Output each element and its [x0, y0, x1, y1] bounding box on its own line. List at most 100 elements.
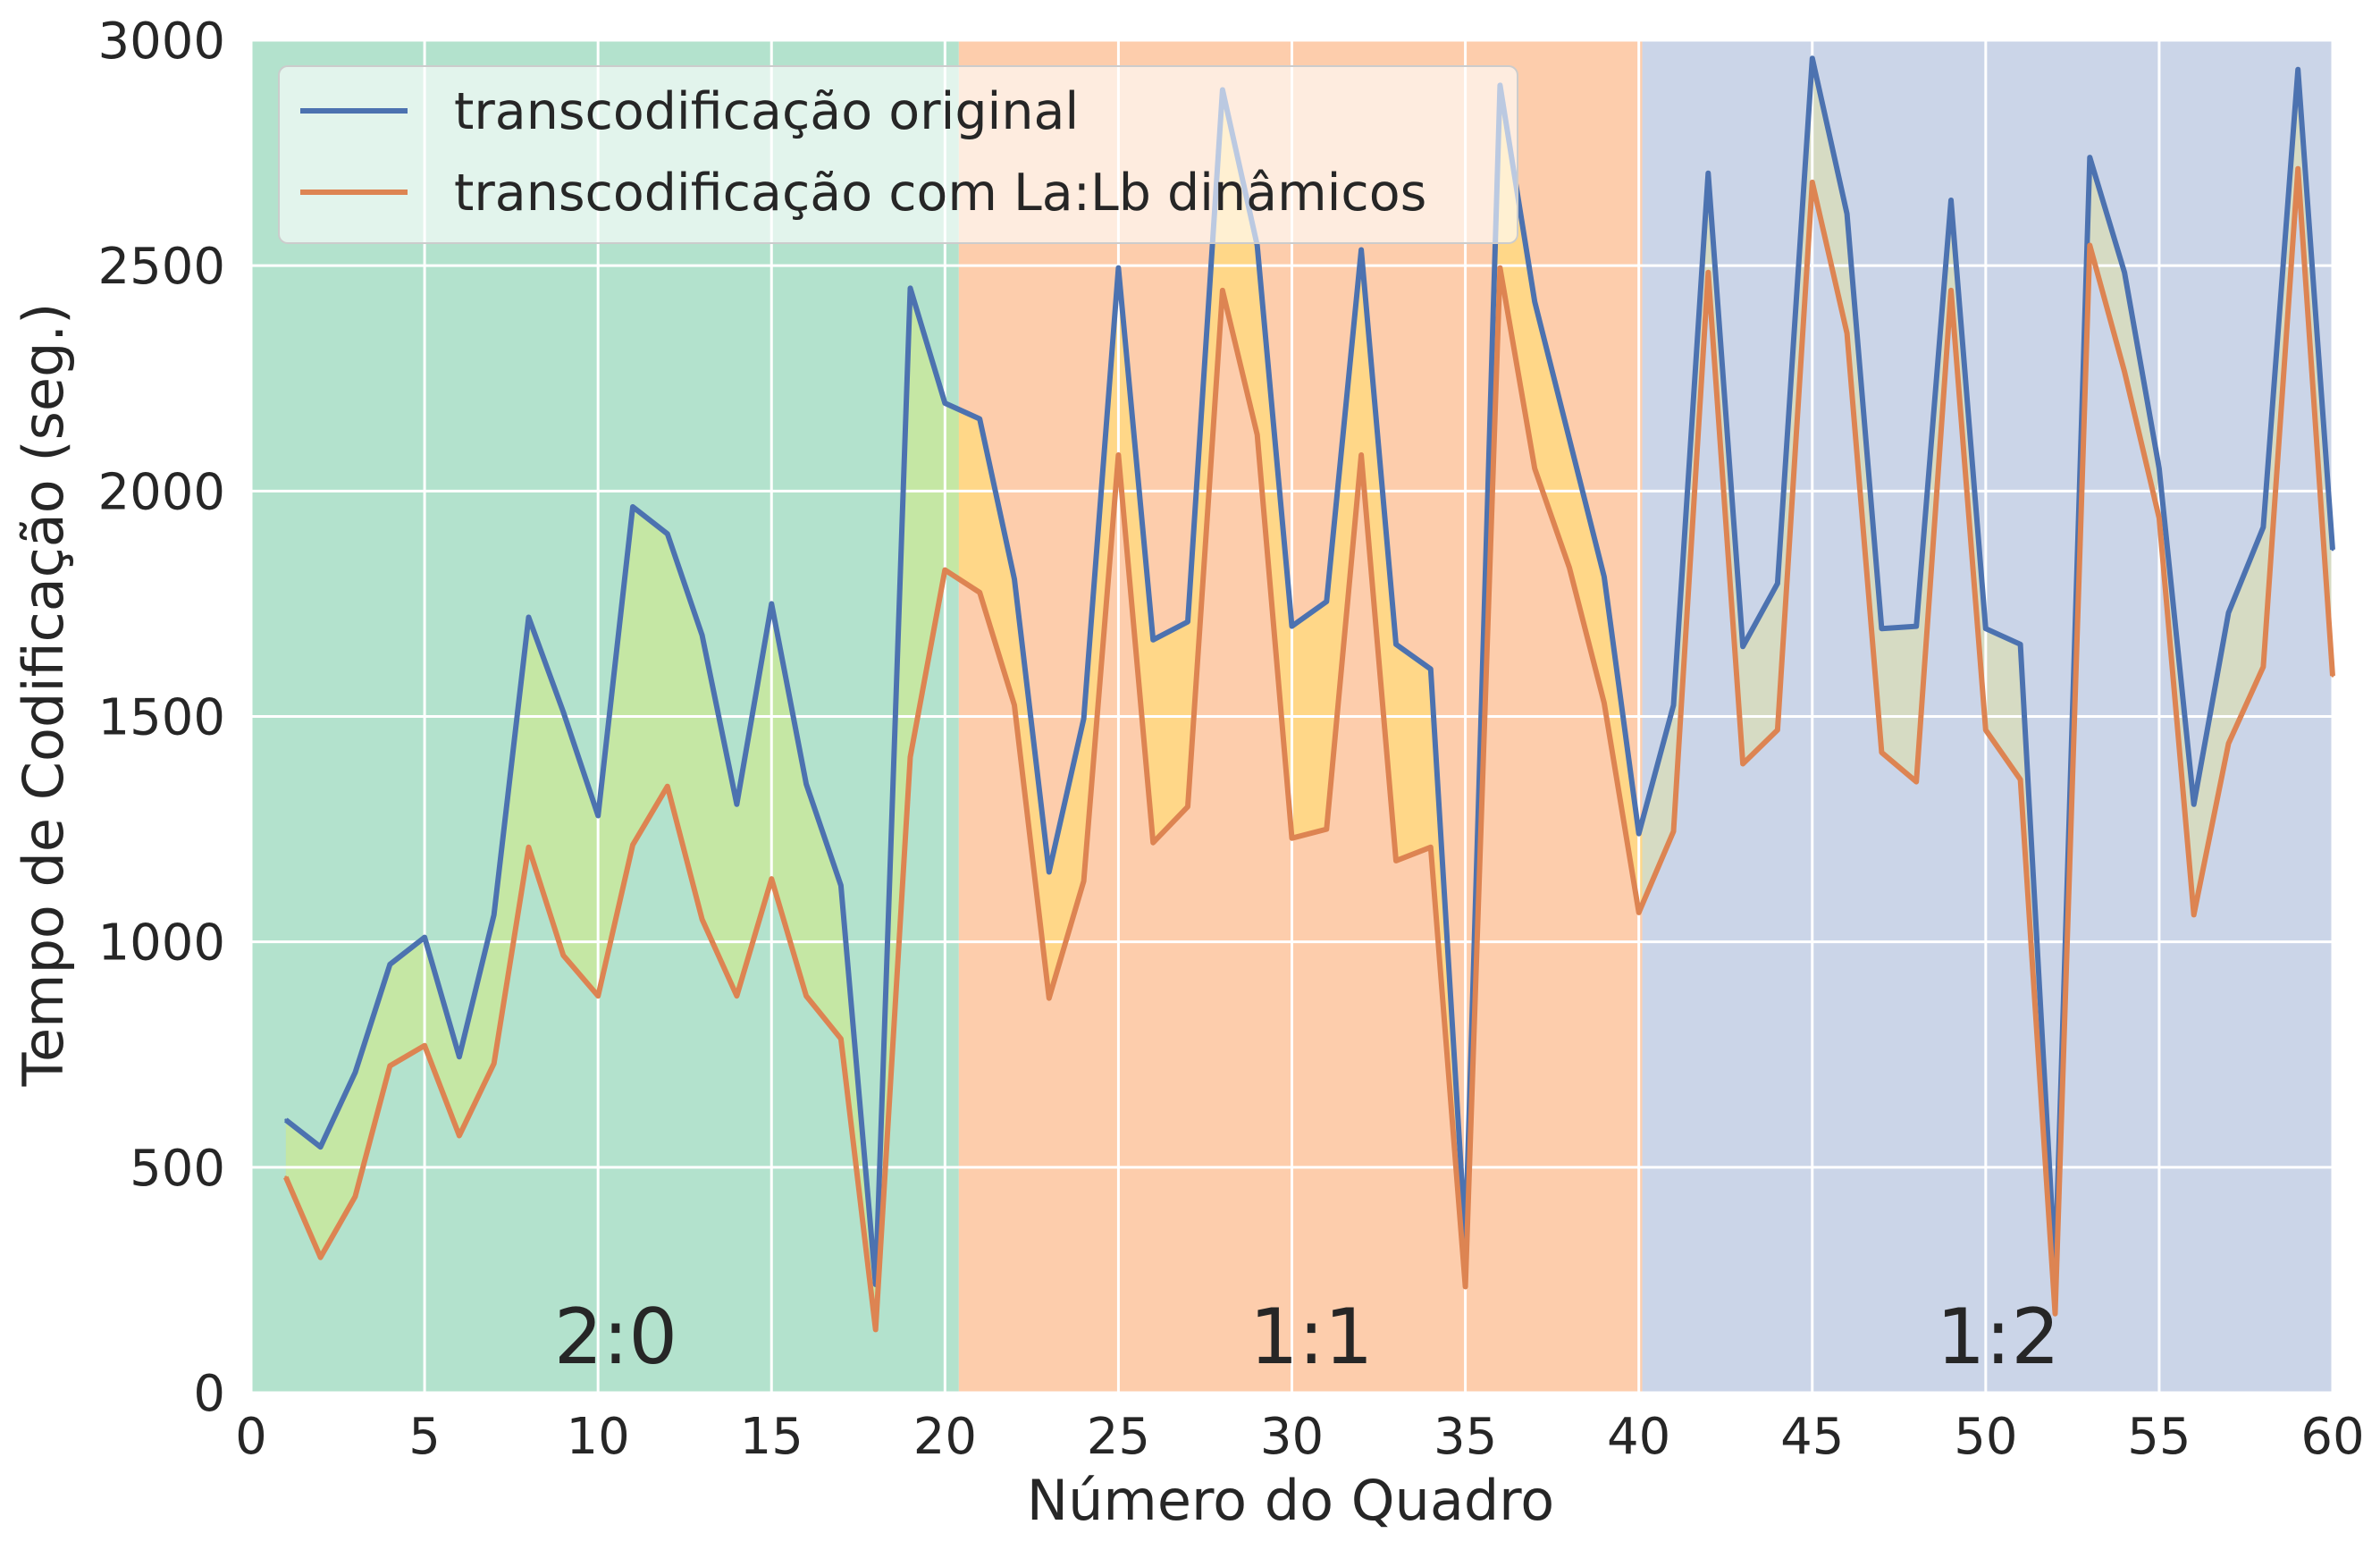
data-point-series-1 — [1429, 668, 1433, 671]
data-point-series-2 — [1949, 289, 1953, 292]
legend-box — [278, 65, 1518, 244]
data-point-series-2 — [2261, 665, 2265, 669]
data-point-series-1 — [1291, 625, 1293, 628]
data-point-series-2 — [319, 1256, 323, 1259]
data-point-series-1 — [631, 505, 635, 509]
data-point-series-1 — [1706, 172, 1710, 175]
data-point-series-2 — [561, 954, 565, 957]
x-tick-label: 60 — [2300, 1408, 2364, 1466]
data-point-series-1 — [978, 417, 981, 421]
data-point-series-1 — [1846, 212, 1849, 215]
data-point-series-1 — [492, 913, 496, 916]
y-tick-label: 500 — [130, 1140, 225, 1198]
y-tick-label: 3000 — [97, 13, 225, 71]
x-tick-label: 55 — [2127, 1408, 2191, 1466]
data-point-series-1 — [2296, 68, 2300, 72]
x-tick-label: 0 — [235, 1408, 267, 1466]
data-point-series-1 — [1880, 627, 1883, 630]
data-point-series-2 — [631, 843, 635, 847]
data-point-series-1 — [458, 1055, 461, 1058]
data-point-series-2 — [1671, 830, 1675, 833]
data-point-series-2 — [492, 1062, 496, 1066]
data-point-series-1 — [388, 963, 391, 966]
data-point-series-2 — [1602, 701, 1606, 704]
data-point-series-1 — [909, 286, 912, 290]
data-point-series-1 — [353, 1071, 357, 1074]
data-point-series-2 — [1186, 804, 1190, 808]
y-tick-label: 2500 — [97, 238, 225, 296]
data-point-series-2 — [666, 785, 669, 788]
x-tick-label: 15 — [740, 1408, 803, 1466]
data-point-series-2 — [1741, 762, 1745, 765]
data-point-series-1 — [701, 634, 704, 637]
data-point-series-2 — [1706, 271, 1710, 274]
data-point-series-2 — [2053, 1312, 2056, 1316]
legend: transcodificação original transcodificaç… — [278, 65, 1518, 244]
data-point-series-1 — [1602, 575, 1606, 578]
data-point-series-2 — [839, 1037, 843, 1040]
data-point-series-1 — [1637, 832, 1641, 836]
data-point-series-1 — [1914, 625, 1918, 628]
data-point-series-1 — [804, 782, 808, 786]
data-point-series-1 — [284, 1118, 288, 1122]
data-point-series-2 — [1498, 266, 1501, 270]
data-point-series-1 — [1671, 703, 1675, 707]
data-point-series-2 — [770, 877, 773, 880]
x-tick-label: 20 — [913, 1408, 977, 1466]
x-tick-label: 30 — [1260, 1408, 1324, 1466]
data-point-series-2 — [943, 569, 946, 572]
data-point-series-2 — [353, 1195, 357, 1199]
data-point-series-1 — [1949, 198, 1953, 202]
data-point-series-1 — [1533, 300, 1536, 304]
data-point-series-1 — [2227, 611, 2231, 615]
data-point-series-1 — [1013, 577, 1016, 581]
data-point-series-2 — [2157, 517, 2161, 520]
data-point-series-2 — [1151, 841, 1155, 845]
data-point-series-2 — [284, 1175, 288, 1179]
data-point-series-2 — [2227, 742, 2231, 746]
x-tick-label: 10 — [567, 1408, 630, 1466]
data-point-series-1 — [943, 401, 946, 405]
data-point-series-2 — [1291, 837, 1293, 840]
series-line-2 — [283, 165, 2335, 1333]
data-point-series-2 — [423, 1044, 426, 1048]
data-point-series-1 — [561, 710, 565, 713]
data-point-series-2 — [1637, 911, 1641, 914]
data-point-series-2 — [2123, 370, 2126, 374]
x-axis-label: Número do Quadro — [1027, 1468, 1554, 1533]
data-point-series-1 — [423, 936, 426, 939]
data-point-series-2 — [1221, 289, 1224, 292]
data-point-series-1 — [2019, 643, 2023, 646]
data-point-series-2 — [1880, 751, 1883, 754]
x-tick-label: 45 — [1780, 1408, 1844, 1466]
data-point-series-1 — [2331, 548, 2334, 552]
data-point-series-2 — [1568, 566, 1571, 569]
y-tick-label: 2000 — [97, 463, 225, 521]
data-point-series-1 — [735, 803, 738, 806]
data-point-series-2 — [1116, 453, 1120, 457]
data-point-series-2 — [1047, 997, 1051, 1000]
series-lines — [283, 55, 2335, 1333]
x-tick-label: 35 — [1434, 1408, 1497, 1466]
data-point-series-1 — [1151, 638, 1155, 642]
x-tick-label: 40 — [1607, 1408, 1670, 1466]
data-point-series-2 — [1429, 846, 1433, 849]
x-tick-label: 50 — [1954, 1408, 2017, 1466]
data-point-series-1 — [1359, 249, 1363, 252]
data-point-series-2 — [1464, 1285, 1468, 1288]
data-point-series-2 — [388, 1064, 391, 1067]
data-point-series-1 — [2157, 467, 2161, 470]
data-point-series-2 — [1256, 433, 1259, 436]
data-point-series-2 — [1394, 859, 1398, 863]
data-point-series-1 — [1741, 644, 1745, 648]
data-point-series-1 — [1116, 266, 1120, 270]
data-point-series-2 — [1013, 703, 1016, 707]
data-point-series-2 — [1914, 780, 1918, 784]
data-point-series-1 — [1186, 620, 1190, 624]
difference-fills — [285, 58, 2333, 1330]
data-point-series-1 — [596, 813, 600, 817]
legend-label-original: transcodificação original — [454, 82, 1079, 141]
data-point-series-1 — [666, 532, 669, 535]
data-point-series-2 — [1533, 467, 1536, 470]
